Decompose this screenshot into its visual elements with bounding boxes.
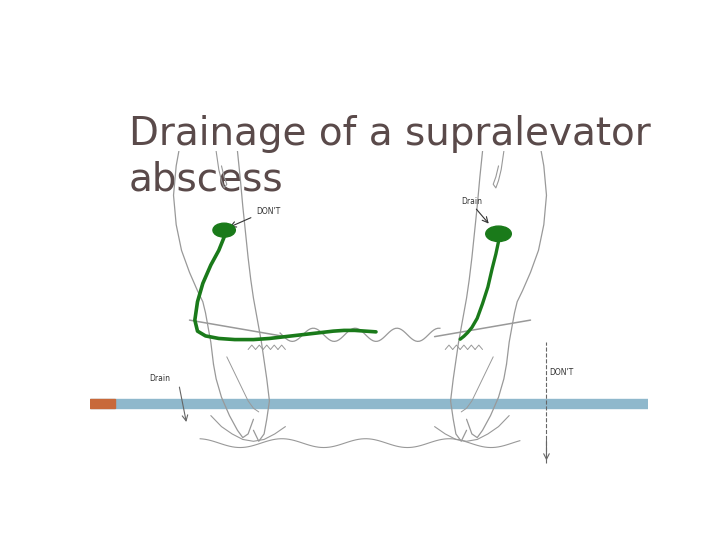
FancyBboxPatch shape [90, 399, 648, 408]
Ellipse shape [486, 226, 511, 241]
Ellipse shape [213, 223, 235, 237]
Text: DON'T: DON'T [256, 207, 280, 215]
FancyBboxPatch shape [90, 399, 115, 408]
Text: Drain: Drain [150, 374, 171, 383]
Text: Drainage of a supralevator
abscess: Drainage of a supralevator abscess [129, 114, 651, 198]
Text: DON'T: DON'T [549, 368, 573, 377]
Text: Drain: Drain [462, 198, 482, 206]
